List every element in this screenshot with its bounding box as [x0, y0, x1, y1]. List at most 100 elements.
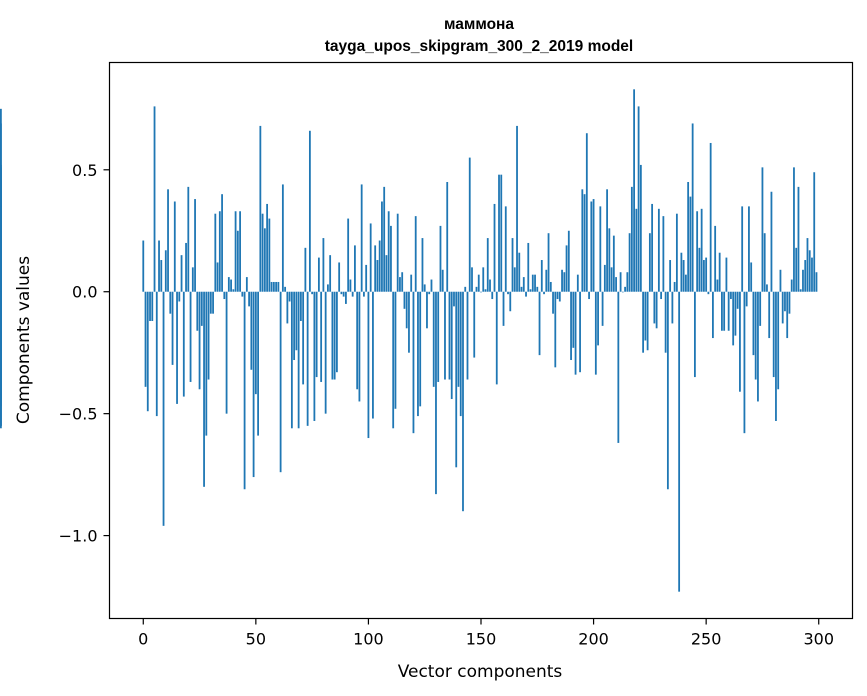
- bar: [160, 260, 163, 292]
- bar: [423, 284, 426, 292]
- bar: [486, 238, 489, 292]
- y-tick-label: 0.5: [72, 161, 97, 180]
- bar: [212, 291, 214, 314]
- bar: [671, 291, 674, 324]
- bar: [333, 291, 336, 380]
- bar: [648, 233, 651, 292]
- bar: [664, 291, 667, 353]
- bar: [363, 291, 365, 297]
- bar: [151, 291, 154, 321]
- bar: [336, 291, 338, 373]
- bar: [439, 225, 442, 292]
- bar: [680, 252, 683, 292]
- bar: [288, 291, 291, 302]
- bar: [401, 272, 404, 292]
- bar: [793, 167, 795, 292]
- bar: [644, 291, 647, 341]
- bar: [149, 291, 151, 321]
- bar: [741, 206, 744, 292]
- y-tick-label: −0.5: [59, 405, 98, 424]
- bar: [775, 291, 777, 421]
- bar: [252, 291, 255, 478]
- bars-group: [0, 89, 818, 592]
- bar: [759, 291, 762, 326]
- bar: [786, 291, 789, 339]
- bar: [405, 291, 408, 329]
- bar: [0, 108, 2, 292]
- bar: [504, 206, 507, 292]
- bar: [808, 250, 811, 292]
- bar: [261, 213, 264, 292]
- bar: [331, 291, 334, 380]
- bar: [660, 291, 663, 300]
- plot-frame: [108, 61, 854, 620]
- x-tick-label: 50: [246, 630, 266, 649]
- bar: [743, 291, 746, 434]
- bar: [712, 291, 714, 339]
- bar: [297, 291, 300, 429]
- bar: [142, 240, 145, 292]
- bar: [185, 242, 187, 292]
- bar: [198, 291, 201, 390]
- y-axis-label: Components values: [14, 256, 34, 424]
- bar: [599, 206, 602, 292]
- bar: [662, 216, 665, 292]
- bar: [626, 272, 629, 292]
- bar: [464, 286, 467, 292]
- bar: [227, 277, 230, 292]
- bar: [299, 291, 302, 321]
- bar: [153, 106, 156, 292]
- bar: [196, 291, 199, 331]
- bar: [191, 267, 194, 292]
- bar: [218, 211, 221, 292]
- bar: [811, 257, 813, 292]
- x-tick-label: 150: [466, 630, 497, 649]
- bar: [757, 291, 759, 402]
- bar: [723, 291, 726, 331]
- bar: [414, 216, 417, 292]
- bar: [558, 291, 561, 302]
- bar: [615, 277, 617, 292]
- bar: [655, 291, 658, 329]
- bar: [547, 233, 550, 292]
- bar: [209, 291, 212, 314]
- bar: [176, 291, 178, 404]
- bar: [286, 291, 289, 324]
- y-tick-label: 0.0: [72, 283, 97, 302]
- bar: [784, 291, 786, 312]
- bar: [601, 291, 604, 326]
- bar: [167, 189, 169, 292]
- bar: [354, 245, 356, 292]
- bar: [556, 291, 559, 300]
- bar: [441, 269, 444, 292]
- bar: [459, 291, 462, 417]
- bar: [540, 260, 543, 292]
- bar: [403, 291, 406, 309]
- bar: [554, 291, 557, 368]
- bar: [721, 291, 723, 331]
- bar: [678, 291, 681, 592]
- bar: [725, 257, 728, 292]
- bar: [293, 291, 296, 361]
- bar: [567, 230, 570, 292]
- bar: [482, 267, 485, 292]
- bar: [178, 291, 181, 302]
- bar: [552, 291, 554, 314]
- bar: [245, 277, 248, 292]
- bar: [576, 274, 579, 292]
- bar: [374, 245, 377, 292]
- bar: [315, 291, 318, 378]
- bar: [437, 291, 440, 382]
- bar: [799, 289, 802, 292]
- bar: [164, 250, 167, 292]
- bar: [446, 181, 449, 292]
- bar: [768, 291, 771, 339]
- bar: [203, 291, 205, 487]
- bar: [466, 291, 469, 380]
- bar: [750, 262, 753, 292]
- bar: [187, 186, 190, 292]
- bar: [736, 291, 739, 309]
- bar: [155, 291, 158, 417]
- bar: [522, 277, 525, 292]
- bar: [243, 291, 246, 490]
